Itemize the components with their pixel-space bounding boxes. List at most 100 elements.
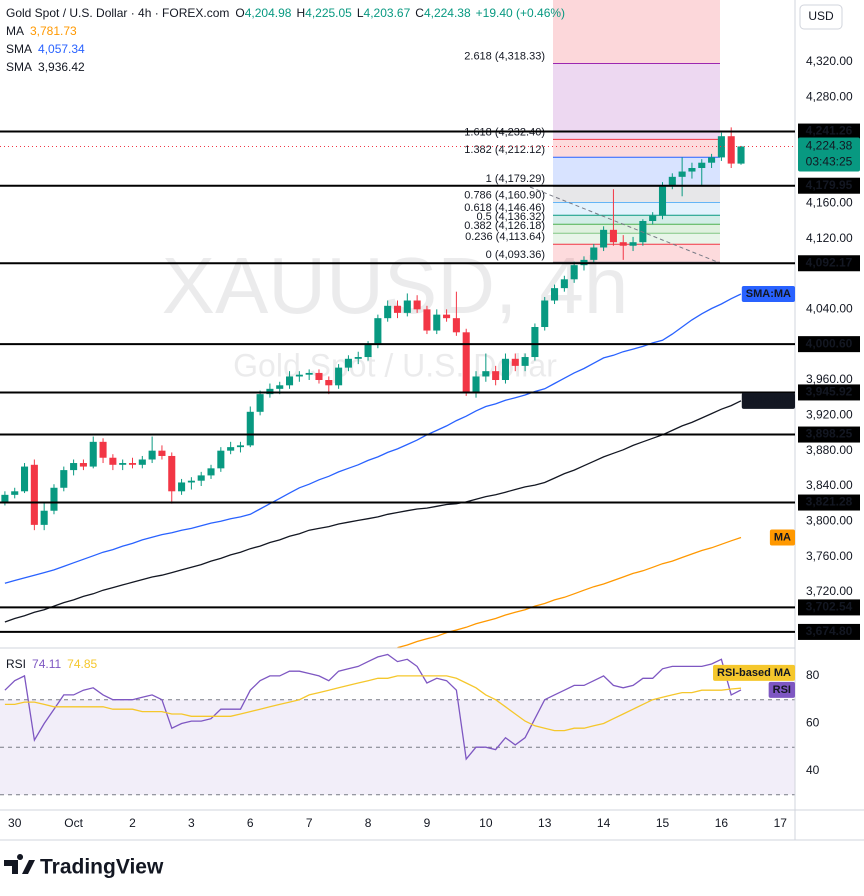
fib-extension-fill [553, 0, 720, 64]
candle-body [138, 459, 146, 465]
fib-label: 0 (4,093.36) [486, 249, 545, 261]
candle-body [727, 136, 735, 164]
ohlc-key: O [235, 6, 244, 20]
candle-body [50, 487, 58, 511]
candle-body [246, 411, 254, 446]
candle-body [482, 371, 490, 377]
rsi-value: 74.11 [32, 657, 61, 671]
candle-body [119, 463, 127, 465]
candle-body [423, 309, 431, 331]
x-tick-label: Oct [64, 816, 83, 830]
level-box [798, 426, 860, 443]
y-tick-label: 4,160.00 [806, 196, 853, 210]
x-tick-label: 2 [129, 816, 136, 830]
x-tick-label: 30 [8, 816, 22, 830]
plot-layer: 2.618 (4,318.33)1.618 (4,232.40)1.382 (4… [0, 0, 795, 796]
candle-body [443, 314, 451, 319]
rsi-band [0, 699, 795, 795]
candle-body [207, 468, 215, 476]
candle-body [403, 300, 411, 313]
logo-icon [4, 854, 35, 874]
brand: TradingView [40, 856, 164, 879]
ma-legend: MA 3,781.73 [6, 24, 77, 38]
rsi-line [4, 653, 742, 761]
candle-body [286, 376, 294, 386]
level-label: 3,702.54 [806, 600, 853, 614]
y-tick-label: 3,880.00 [806, 443, 853, 457]
candle-body [60, 470, 68, 488]
ohlc-value: 4,224.38 [424, 6, 471, 20]
series-tag-box [768, 681, 795, 698]
fib-fill [553, 202, 720, 216]
candle-body [698, 162, 706, 169]
currency[interactable]: USD [808, 9, 834, 23]
candle-body [717, 136, 725, 158]
candle-body [335, 367, 343, 386]
series-tag-box [713, 664, 795, 681]
series-tag-box [741, 286, 795, 303]
candle-body [315, 372, 323, 381]
level-box [798, 123, 860, 140]
fib-label: 0.618 (4,146.46) [464, 202, 545, 214]
ohlc-value: 4,203.67 [364, 6, 411, 20]
trend-line [529, 186, 721, 264]
fib-fill [553, 224, 720, 234]
candle-body [374, 318, 382, 345]
candle-body [158, 450, 166, 456]
y-tick-label: 4,320.00 [806, 54, 853, 68]
candle-body [1, 494, 9, 502]
candle-body [590, 247, 598, 260]
ma-legend: SMA 4,057.34 [6, 42, 85, 56]
fib-label: 1 (4,179.29) [486, 173, 545, 185]
level-label: 4,179.95 [806, 178, 853, 192]
candle-body [639, 221, 647, 243]
level-box [798, 623, 860, 640]
ma-value: 3,781.73 [30, 24, 77, 38]
candle-body [70, 463, 78, 471]
candle-body [708, 157, 716, 163]
x-tick-label: 10 [479, 816, 493, 830]
candle-body [609, 229, 617, 243]
level-label: 4,241.26 [806, 124, 853, 138]
currency-button[interactable] [799, 4, 843, 30]
rsi-name: RSI [6, 657, 26, 671]
ohlc-key: L [357, 6, 364, 20]
ohlc-value: 4,225.05 [305, 6, 352, 20]
candle-body [531, 327, 539, 358]
candle-body [658, 185, 667, 216]
candle-body [629, 242, 637, 246]
rsi-tick-label: 60 [806, 716, 820, 730]
x-tick-label: 9 [424, 816, 431, 830]
fib-fill [553, 186, 720, 203]
level-box [798, 336, 860, 353]
ma-name: MA [6, 24, 24, 38]
candle-body [325, 380, 333, 386]
ma-name: SMA [6, 60, 32, 74]
candle-body [501, 358, 509, 381]
candle-body [354, 357, 362, 359]
candle-body [217, 450, 225, 469]
ma-value: 3,936.42 [38, 60, 85, 74]
candle-body [227, 447, 235, 451]
candle-body [678, 171, 686, 177]
candle-body [393, 305, 402, 313]
x-tick-label: 13 [538, 816, 552, 830]
x-tick-label: 3 [188, 816, 195, 830]
fib-label: 0.786 (4,160.90) [464, 189, 545, 201]
candle-body [187, 480, 195, 483]
y-tick-label: 3,720.00 [806, 584, 853, 598]
candle-body [737, 146, 745, 164]
last-price-label: 4,224.38 [806, 139, 853, 153]
candle-body [295, 374, 303, 377]
candle-body [364, 344, 372, 358]
candle-body [384, 305, 392, 319]
candle-body [413, 300, 421, 310]
candle-body [452, 318, 460, 333]
x-tick-label: 16 [715, 816, 729, 830]
candle-body [40, 510, 48, 525]
fib-fill [553, 215, 720, 225]
rsi-tick-label: 80 [806, 668, 820, 682]
candle-body [109, 457, 117, 465]
logo: TradingView [4, 854, 164, 879]
